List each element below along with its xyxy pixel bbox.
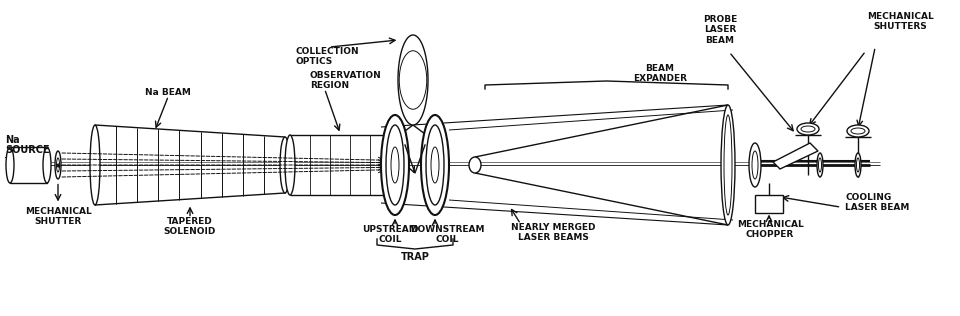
Ellipse shape bbox=[469, 157, 481, 173]
Ellipse shape bbox=[724, 115, 732, 215]
Polygon shape bbox=[755, 195, 783, 213]
Ellipse shape bbox=[285, 135, 295, 195]
Text: Na BEAM: Na BEAM bbox=[145, 88, 191, 97]
Ellipse shape bbox=[391, 147, 399, 183]
Text: MECHANICAL
SHUTTERS: MECHANICAL SHUTTERS bbox=[867, 12, 933, 31]
Text: COLLECTION
OPTICS: COLLECTION OPTICS bbox=[295, 47, 359, 66]
Ellipse shape bbox=[856, 158, 859, 172]
Text: OBSERVATION
REGION: OBSERVATION REGION bbox=[310, 70, 382, 90]
Ellipse shape bbox=[801, 126, 815, 132]
Text: TAPERED
SOLENOID: TAPERED SOLENOID bbox=[164, 217, 216, 236]
Ellipse shape bbox=[817, 153, 823, 177]
Ellipse shape bbox=[43, 147, 51, 183]
Text: DOWNSTREAM
COIL: DOWNSTREAM COIL bbox=[410, 225, 484, 244]
Ellipse shape bbox=[855, 153, 861, 177]
Polygon shape bbox=[398, 35, 428, 125]
Ellipse shape bbox=[90, 125, 100, 205]
Ellipse shape bbox=[797, 123, 819, 135]
Ellipse shape bbox=[431, 147, 439, 183]
Ellipse shape bbox=[55, 151, 61, 179]
Text: TRAP: TRAP bbox=[400, 252, 429, 262]
Ellipse shape bbox=[6, 147, 14, 183]
Text: NEARLY MERGED
LASER BEAMS: NEARLY MERGED LASER BEAMS bbox=[511, 223, 595, 242]
Text: MECHANICAL
CHOPPER: MECHANICAL CHOPPER bbox=[736, 220, 804, 240]
Text: BEAM
EXPANDER: BEAM EXPANDER bbox=[633, 64, 687, 83]
Ellipse shape bbox=[847, 125, 869, 137]
Text: MECHANICAL
SHUTTER: MECHANICAL SHUTTER bbox=[25, 207, 91, 226]
Ellipse shape bbox=[381, 115, 409, 215]
Ellipse shape bbox=[399, 51, 427, 109]
Ellipse shape bbox=[280, 137, 290, 193]
Polygon shape bbox=[773, 143, 818, 169]
Ellipse shape bbox=[721, 105, 735, 225]
Text: PROBE
LASER
BEAM: PROBE LASER BEAM bbox=[703, 15, 737, 45]
Text: UPSTREAM
COIL: UPSTREAM COIL bbox=[362, 225, 418, 244]
Ellipse shape bbox=[749, 143, 761, 187]
Text: COOLING
LASER BEAM: COOLING LASER BEAM bbox=[845, 193, 909, 212]
Text: Na: Na bbox=[5, 135, 19, 145]
Text: SOURCE: SOURCE bbox=[5, 145, 50, 155]
Ellipse shape bbox=[421, 115, 449, 215]
Ellipse shape bbox=[386, 125, 404, 205]
Ellipse shape bbox=[752, 151, 758, 179]
Ellipse shape bbox=[851, 128, 865, 134]
Ellipse shape bbox=[385, 135, 395, 195]
Ellipse shape bbox=[426, 125, 444, 205]
Ellipse shape bbox=[57, 158, 60, 172]
Ellipse shape bbox=[819, 158, 822, 172]
Polygon shape bbox=[10, 147, 47, 183]
